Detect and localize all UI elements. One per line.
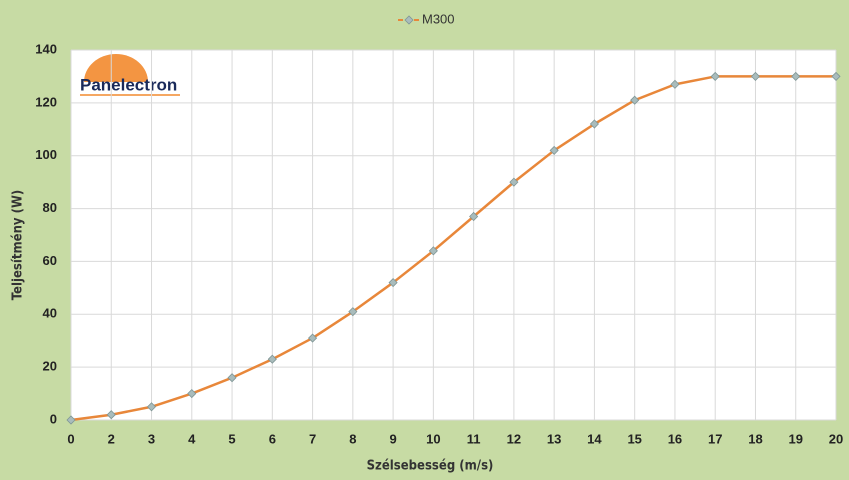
data-point: [348, 307, 358, 317]
data-point: [549, 145, 559, 155]
y-tick-label: 20: [43, 359, 57, 374]
legend-marker: [404, 15, 414, 25]
y-tick-label: 0: [50, 411, 57, 426]
x-tick-label: 10: [426, 431, 440, 446]
x-tick-label: 12: [507, 431, 521, 446]
x-tick-label: 2: [108, 431, 115, 446]
data-point: [428, 246, 438, 256]
x-tick-label: 20: [829, 431, 843, 446]
legend-label: M300: [422, 11, 455, 26]
y-tick-label: 40: [43, 306, 57, 321]
logo-sun: [84, 54, 148, 82]
x-tick-label: 19: [789, 431, 803, 446]
y-tick-label: 120: [35, 94, 57, 109]
data-point: [750, 71, 761, 81]
y-axis-title: Teljesítmény (W): [11, 190, 26, 300]
data-point: [267, 354, 277, 364]
x-tick-label: 5: [228, 431, 235, 446]
data-point: [831, 71, 841, 81]
x-tick-label: 9: [389, 431, 396, 446]
logo: Panelectron: [80, 54, 180, 96]
x-axis-title: Szélsebesség (m/s): [367, 459, 494, 474]
series-line: [70, 75, 836, 422]
y-tick-label: 100: [35, 147, 57, 162]
data-point: [146, 402, 157, 412]
x-tick-label: 11: [467, 431, 481, 446]
x-tick-label: 17: [708, 431, 722, 446]
x-tick-label: 15: [627, 431, 641, 446]
data-point: [66, 415, 76, 425]
data-point: [670, 79, 680, 89]
x-tick-label: 6: [269, 431, 276, 446]
x-tick-label: 7: [309, 431, 316, 446]
x-tick-label: 0: [67, 431, 74, 446]
data-point: [187, 389, 197, 399]
data-point: [509, 177, 519, 187]
data-point: [106, 410, 116, 420]
data-point: [227, 373, 237, 383]
logo-text: Panelectron: [80, 75, 177, 94]
x-tick-label: 16: [668, 431, 682, 446]
x-tick-label: 8: [349, 431, 356, 446]
data-point: [630, 95, 640, 105]
data-point: [308, 333, 318, 343]
x-tick-label: 18: [748, 431, 762, 446]
x-tick-label: 3: [148, 431, 155, 446]
x-tick-label: 14: [587, 431, 602, 446]
data-point: [469, 211, 479, 222]
y-tick-label: 60: [43, 253, 57, 268]
x-tick-label: 4: [188, 431, 196, 446]
data-point: [791, 71, 801, 81]
data-point: [388, 278, 398, 288]
x-tick-label: 13: [547, 431, 561, 446]
y-tick-label: 140: [35, 41, 57, 56]
data-point: [589, 119, 599, 129]
data-point: [710, 71, 720, 81]
y-tick-label: 80: [43, 200, 57, 215]
